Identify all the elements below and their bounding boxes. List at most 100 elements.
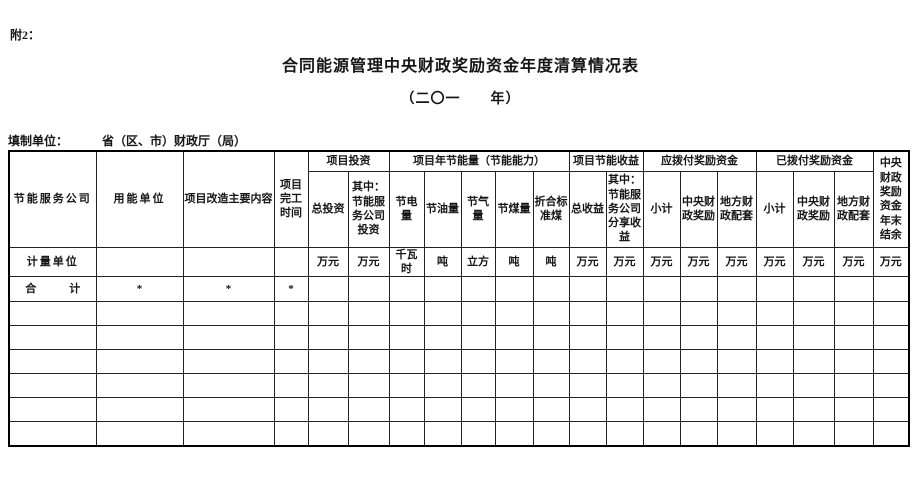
empty-cell xyxy=(872,325,910,351)
empty-cell xyxy=(679,349,718,375)
empty-cell xyxy=(347,349,390,375)
empty-cell xyxy=(460,373,496,399)
empty-cell xyxy=(716,349,757,375)
empty-cell xyxy=(95,301,184,327)
total-cell xyxy=(494,276,534,303)
empty-cell xyxy=(755,373,794,399)
unit-cell xyxy=(182,246,275,278)
empty-cell xyxy=(833,301,874,327)
empty-cell xyxy=(388,421,425,447)
table-row xyxy=(8,373,910,399)
empty-cell xyxy=(307,397,349,423)
empty-cell xyxy=(423,325,462,351)
empty-cell xyxy=(755,349,794,375)
total-cell xyxy=(716,276,757,303)
group-header-paid: 已拨付奖励资金 xyxy=(755,150,874,172)
empty-cell xyxy=(872,301,910,327)
total-cell xyxy=(605,276,644,303)
empty-cell xyxy=(792,373,835,399)
total-row: 合 计 * * * xyxy=(8,276,910,303)
empty-cell xyxy=(307,421,349,447)
subheader-payable-local: 地方财政配套 xyxy=(716,170,757,248)
empty-cell xyxy=(872,397,910,423)
empty-cell xyxy=(792,349,835,375)
unit-cell: 万元 xyxy=(833,246,874,278)
empty-cell xyxy=(568,349,607,375)
group-header-investment: 项目投资 xyxy=(307,150,390,172)
total-cell xyxy=(833,276,874,303)
empty-cell xyxy=(460,397,496,423)
total-cell xyxy=(642,276,681,303)
empty-cell xyxy=(679,397,718,423)
table-row xyxy=(8,349,910,375)
unit-cell: 万元 xyxy=(568,246,607,278)
empty-cell xyxy=(388,301,425,327)
empty-cell xyxy=(182,325,275,351)
empty-cell xyxy=(755,301,794,327)
unit-cell: 万元 xyxy=(716,246,757,278)
empty-cell xyxy=(716,373,757,399)
empty-cell xyxy=(95,421,184,447)
empty-cell xyxy=(494,421,534,447)
empty-cell xyxy=(605,373,644,399)
empty-cell xyxy=(792,325,835,351)
empty-cell xyxy=(642,421,681,447)
empty-cell xyxy=(833,325,874,351)
unit-cell: 万元 xyxy=(605,246,644,278)
col-header-energy-user: 用能单位 xyxy=(95,150,184,248)
total-cell xyxy=(307,276,349,303)
empty-cell xyxy=(8,421,97,447)
empty-cell xyxy=(423,421,462,447)
subheader-gas-saved: 节气量 xyxy=(460,170,496,248)
empty-cell xyxy=(642,301,681,327)
unit-cell: 万元 xyxy=(307,246,349,278)
total-row-label: 合 计 xyxy=(8,276,97,303)
empty-cell xyxy=(423,397,462,423)
empty-cell xyxy=(182,373,275,399)
empty-cell xyxy=(679,373,718,399)
empty-cell xyxy=(532,349,570,375)
empty-cell xyxy=(755,421,794,447)
empty-cell xyxy=(494,325,534,351)
empty-cell xyxy=(347,397,390,423)
empty-cell xyxy=(494,397,534,423)
empty-cell xyxy=(388,349,425,375)
empty-cell xyxy=(833,421,874,447)
table-row xyxy=(8,397,910,423)
empty-cell xyxy=(388,397,425,423)
empty-cell xyxy=(872,373,910,399)
subheader-paid-central: 中央财政奖励 xyxy=(792,170,835,248)
total-cell xyxy=(679,276,718,303)
empty-cell xyxy=(8,397,97,423)
empty-cell xyxy=(423,349,462,375)
empty-cell xyxy=(8,373,97,399)
empty-cell xyxy=(605,325,644,351)
empty-cell xyxy=(716,301,757,327)
empty-cell xyxy=(388,325,425,351)
subheader-paid-local: 地方财政配套 xyxy=(833,170,874,248)
empty-cell xyxy=(460,325,496,351)
empty-cell xyxy=(716,397,757,423)
empty-cell xyxy=(273,421,309,447)
empty-cell xyxy=(8,349,97,375)
unit-cell: 万元 xyxy=(642,246,681,278)
total-cell xyxy=(872,276,910,303)
table-row xyxy=(8,421,910,447)
empty-cell xyxy=(833,349,874,375)
empty-cell xyxy=(307,373,349,399)
empty-cell xyxy=(388,373,425,399)
prepared-by-value: 省（区、市）财政厅（局） xyxy=(102,134,247,148)
subheader-esco-investment: 其中：节能服务公司投资 xyxy=(347,170,390,248)
empty-cell xyxy=(182,349,275,375)
empty-cell xyxy=(605,301,644,327)
group-header-payable: 应拨付奖励资金 xyxy=(642,150,757,172)
empty-cell xyxy=(460,421,496,447)
units-row: 计量单位 万元 万元 千瓦时 吨 立方 吨 吨 万元 万元 万元 万元 万元 万… xyxy=(8,246,910,278)
empty-cell xyxy=(792,397,835,423)
total-cell: * xyxy=(95,276,184,303)
empty-cell xyxy=(532,325,570,351)
empty-cell xyxy=(273,397,309,423)
empty-cell xyxy=(792,421,835,447)
unit-cell xyxy=(273,246,309,278)
empty-cell xyxy=(182,301,275,327)
